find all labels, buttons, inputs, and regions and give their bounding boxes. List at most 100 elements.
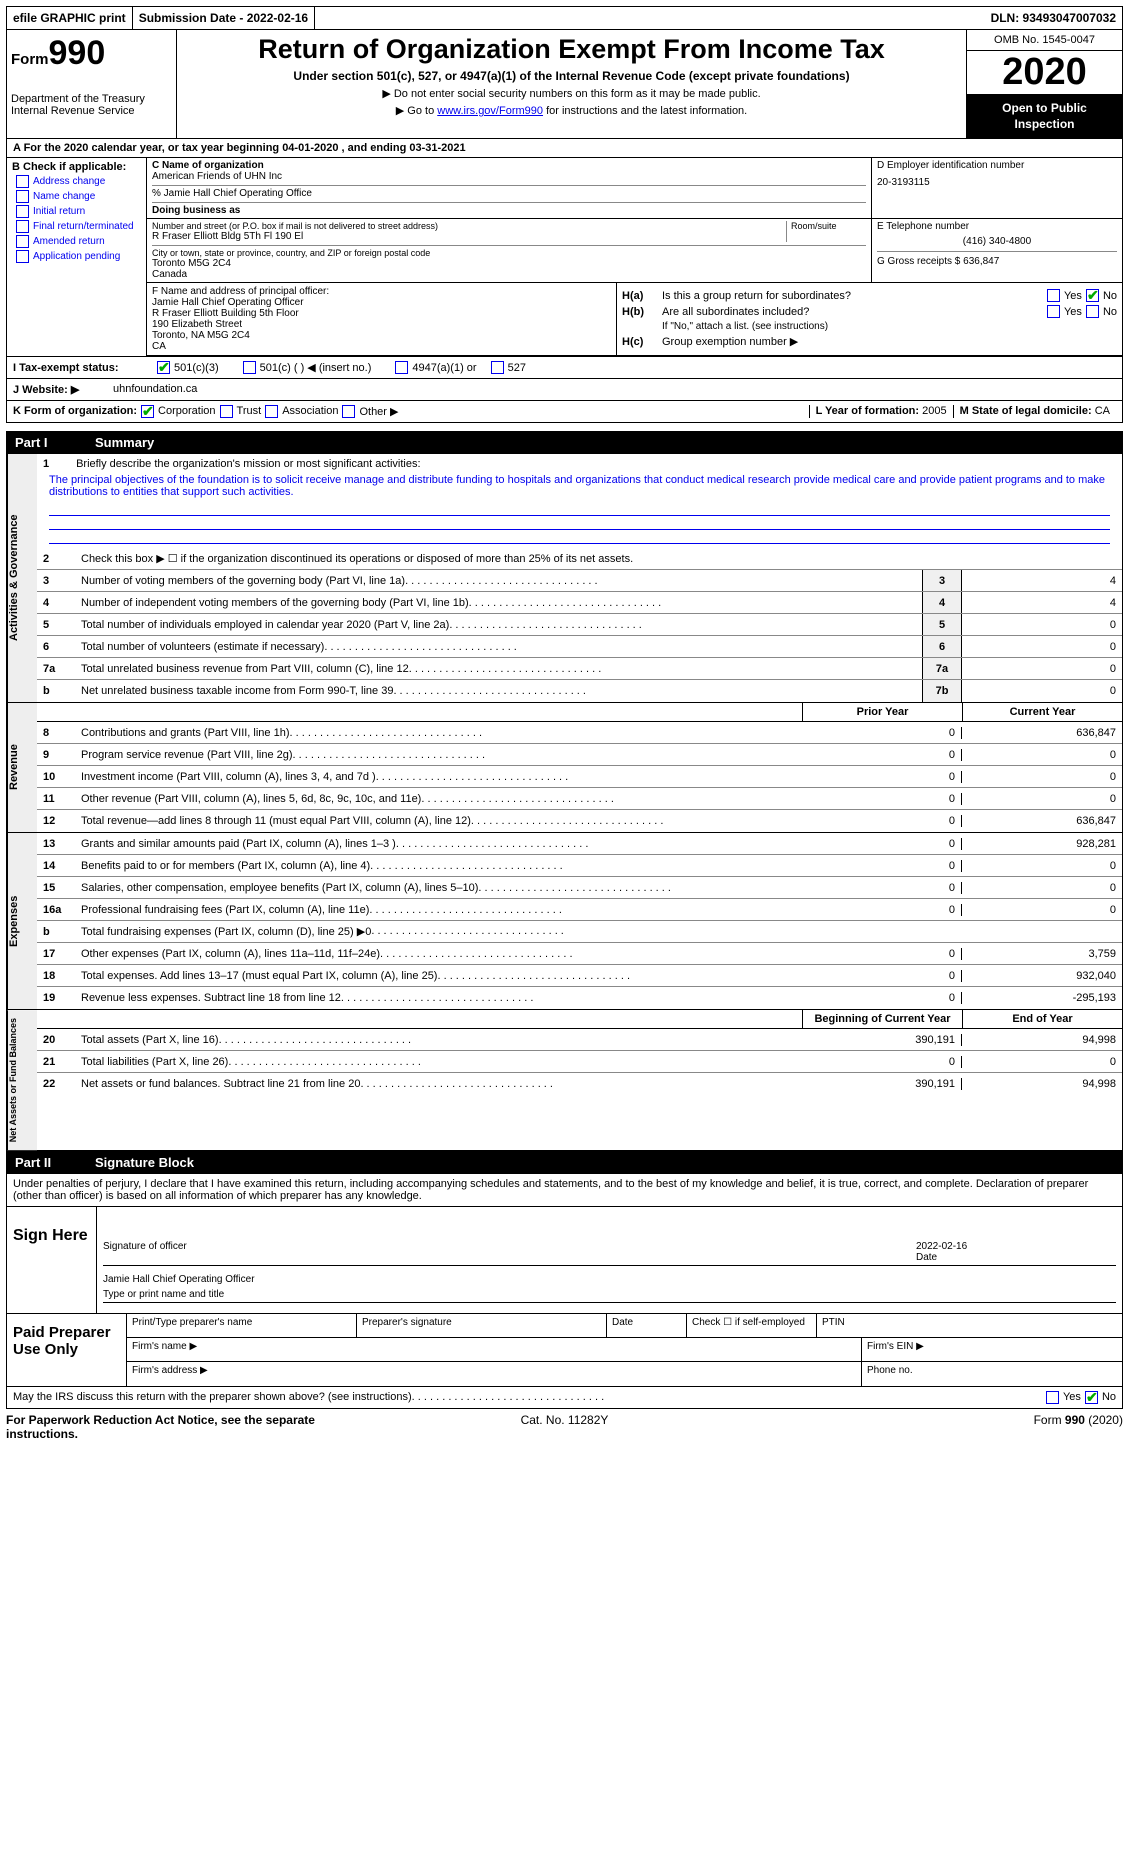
line-10: 10Investment income (Part VIII, column (…	[37, 766, 1122, 788]
preparer-name-label: Print/Type preparer's name	[127, 1314, 357, 1337]
cb-trust[interactable]	[220, 405, 233, 418]
sig-name-label: Type or print name and title	[103, 1289, 224, 1300]
discuss-row: May the IRS discuss this return with the…	[6, 1387, 1123, 1409]
ha-yes-cb[interactable]	[1047, 289, 1060, 302]
ha-no: No	[1103, 290, 1117, 302]
opt-501c: 501(c) ( ) ◀ (insert no.)	[260, 361, 372, 374]
tax-status-label: I Tax-exempt status:	[13, 362, 153, 374]
line-16a: 16aProfessional fundraising fees (Part I…	[37, 899, 1122, 921]
col-prior: Prior Year	[802, 703, 962, 721]
cb-assoc[interactable]	[265, 405, 278, 418]
line-18: 18Total expenses. Add lines 13–17 (must …	[37, 965, 1122, 987]
mission-blank-3	[49, 530, 1110, 544]
part1-governance: Activities & Governance 1 Briefly descri…	[6, 454, 1123, 703]
hb-no: No	[1103, 306, 1117, 318]
cb-501c[interactable]	[243, 361, 256, 374]
line-19: 19Revenue less expenses. Subtract line 1…	[37, 987, 1122, 1009]
discuss-no-cb[interactable]	[1085, 1391, 1098, 1404]
header-center: Return of Organization Exempt From Incom…	[177, 30, 967, 138]
form-ref: Form 990 (2020)	[751, 1413, 1123, 1441]
website-value: uhnfoundation.ca	[113, 383, 197, 396]
box-e-g: E Telephone number (416) 340-4800 G Gros…	[872, 219, 1122, 282]
city: Toronto M5G 2C4 Canada	[152, 258, 866, 280]
sig-officer-label: Signature of officer	[103, 1241, 916, 1263]
ha-yes: Yes	[1064, 290, 1082, 302]
tab-expenses: Expenses	[7, 833, 37, 1009]
discuss-yes-cb[interactable]	[1046, 1391, 1059, 1404]
part1-netassets: Net Assets or Fund Balances Beginning of…	[6, 1010, 1123, 1151]
discuss-yes: Yes	[1063, 1391, 1081, 1404]
cb-address-change[interactable]: Address change	[12, 175, 141, 188]
hb-text: Are all subordinates included?	[662, 306, 1043, 318]
ha-no-cb[interactable]	[1086, 289, 1099, 302]
form-title: Return of Organization Exempt From Incom…	[181, 34, 962, 65]
box-f: F Name and address of principal officer:…	[147, 283, 617, 355]
opt-other: Other ▶	[359, 405, 398, 418]
col-current: Current Year	[962, 703, 1122, 721]
line-17: 17Other expenses (Part IX, column (A), l…	[37, 943, 1122, 965]
phone-label: E Telephone number	[877, 221, 1117, 232]
line-14: 14Benefits paid to or for members (Part …	[37, 855, 1122, 877]
cb-initial-return[interactable]: Initial return	[12, 205, 141, 218]
line-6: 6Total number of volunteers (estimate if…	[37, 636, 1122, 658]
omb-number: OMB No. 1545-0047	[967, 30, 1122, 51]
sign-here-row: Sign Here Signature of officer 2022-02-1…	[6, 1207, 1123, 1314]
cb-name-change[interactable]: Name change	[12, 190, 141, 203]
perjury-declaration: Under penalties of perjury, I declare th…	[6, 1174, 1123, 1207]
header: Form990 Department of the Treasury Inter…	[6, 30, 1123, 139]
line-3: 3Number of voting members of the governi…	[37, 570, 1122, 592]
part2-num: Part II	[15, 1155, 95, 1170]
box-h: H(a) Is this a group return for subordin…	[617, 283, 1122, 355]
form-number: 990	[49, 34, 106, 72]
irs-link[interactable]: www.irs.gov/Form990	[437, 105, 543, 117]
firm-addr-label: Firm's address ▶	[127, 1362, 862, 1386]
cb-501c3[interactable]	[157, 361, 170, 374]
year-formed-label: L Year of formation:	[816, 405, 920, 417]
address-cell: Number and street (or P.O. box if mail i…	[147, 219, 872, 282]
gross-value: 636,847	[963, 256, 999, 267]
form-subtitle: Under section 501(c), 527, or 4947(a)(1)…	[181, 69, 962, 83]
cb-4947[interactable]	[395, 361, 408, 374]
org-name: American Friends of UHN Inc	[152, 171, 866, 182]
box-d: D Employer identification number 20-3193…	[872, 158, 1122, 218]
box-b: B Check if applicable: Address change Na…	[7, 158, 147, 356]
discuss-text: May the IRS discuss this return with the…	[13, 1391, 412, 1404]
line-15: 15Salaries, other compensation, employee…	[37, 877, 1122, 899]
form-org-label: K Form of organization:	[13, 405, 137, 418]
mission-blank-1	[49, 502, 1110, 516]
officer-line-3: Toronto, NA M5G 2C4	[152, 330, 611, 341]
year-formed: 2005	[922, 405, 946, 417]
mission-blank-2	[49, 516, 1110, 530]
hb-yes-cb[interactable]	[1047, 305, 1060, 318]
cb-amended-return[interactable]: Amended return	[12, 235, 141, 248]
mission-label: Briefly describe the organization's miss…	[76, 458, 420, 470]
ha-label: H(a)	[622, 290, 662, 302]
line-7a: 7aTotal unrelated business revenue from …	[37, 658, 1122, 680]
cb-final-return[interactable]: Final return/terminated	[12, 220, 141, 233]
cb-other[interactable]	[342, 405, 355, 418]
opt-assoc: Association	[282, 405, 338, 418]
col-end: End of Year	[962, 1010, 1122, 1028]
hc-label: H(c)	[622, 336, 662, 348]
line-9: 9Program service revenue (Part VIII, lin…	[37, 744, 1122, 766]
hc-text: Group exemption number ▶	[662, 335, 798, 348]
top-bar: efile GRAPHIC print Submission Date - 20…	[6, 6, 1123, 30]
tax-period: A For the 2020 calendar year, or tax yea…	[6, 139, 1123, 158]
domicile-label: M State of legal domicile:	[960, 405, 1092, 417]
room-label: Room/suite	[791, 221, 866, 231]
header-right: OMB No. 1545-0047 2020 Open to Public In…	[967, 30, 1122, 138]
efile-label: efile GRAPHIC print	[7, 7, 133, 29]
header-left: Form990 Department of the Treasury Inter…	[7, 30, 177, 138]
opt-4947: 4947(a)(1) or	[412, 362, 476, 374]
preparer-date-label: Date	[607, 1314, 687, 1337]
cb-527[interactable]	[491, 361, 504, 374]
mission-text: The principal objectives of the foundati…	[43, 470, 1116, 502]
hb-no-cb[interactable]	[1086, 305, 1099, 318]
goto-note: ▶ Go to www.irs.gov/Form990 for instruct…	[181, 104, 962, 117]
part1-header: Part I Summary	[6, 431, 1123, 454]
part1-revenue: Revenue Prior YearCurrent Year 8Contribu…	[6, 703, 1123, 833]
domicile: CA	[1095, 405, 1110, 417]
cb-corp[interactable]	[141, 405, 154, 418]
street: R Fraser Elliott Bldg 5Th Fl 190 El	[152, 231, 786, 242]
cb-application-pending[interactable]: Application pending	[12, 250, 141, 263]
